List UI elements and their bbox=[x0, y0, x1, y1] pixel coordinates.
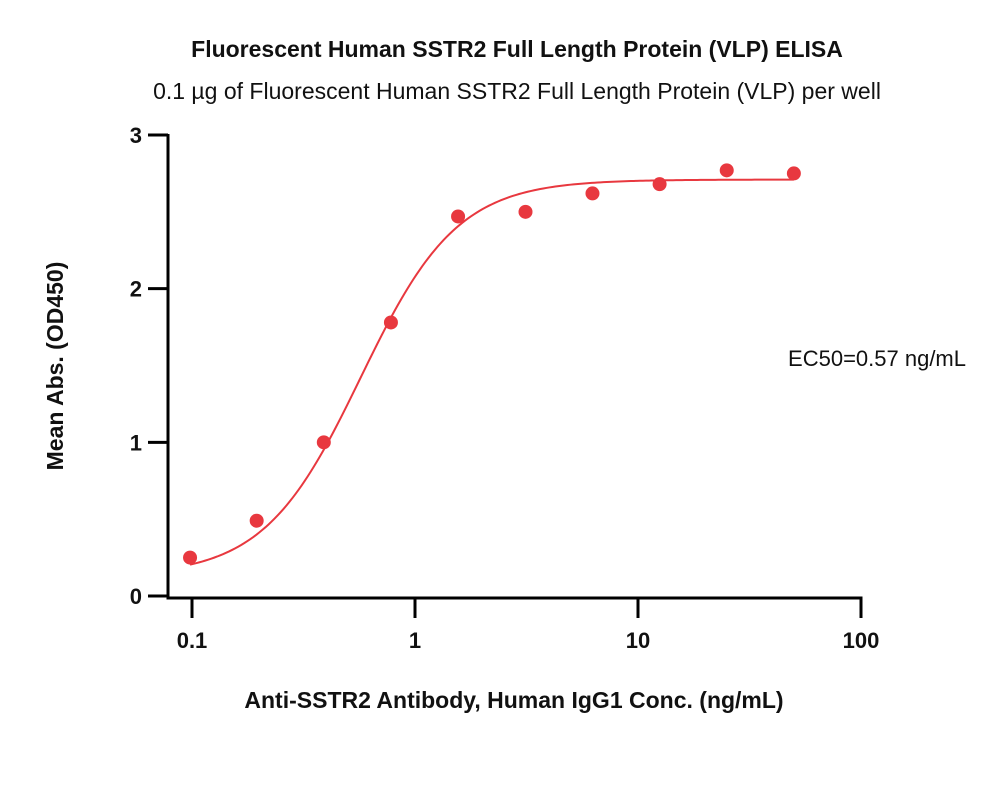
chart-subtitle: 0.1 µg of Fluorescent Human SSTR2 Full L… bbox=[153, 78, 881, 104]
data-point bbox=[316, 435, 331, 450]
ec50-annotation: EC50=0.57 ng/mL bbox=[788, 346, 966, 371]
data-point bbox=[652, 177, 667, 192]
data-point bbox=[585, 186, 600, 201]
data-point bbox=[183, 550, 198, 565]
y-tick-label: 1 bbox=[130, 430, 142, 455]
x-tick-label: 1 bbox=[409, 628, 421, 653]
fit-curve bbox=[189, 178, 794, 566]
chart-title: Fluorescent Human SSTR2 Full Length Prot… bbox=[191, 36, 843, 62]
y-axis-label: Mean Abs. (OD450) bbox=[42, 262, 68, 471]
data-point bbox=[719, 163, 734, 178]
x-axis-label: Anti-SSTR2 Antibody, Human IgG1 Conc. (n… bbox=[244, 687, 783, 713]
data-point bbox=[786, 166, 801, 181]
data-point bbox=[451, 209, 466, 224]
data-point bbox=[383, 315, 398, 330]
x-tick-label: 0.1 bbox=[177, 628, 208, 653]
data-point bbox=[518, 204, 533, 219]
data-points bbox=[183, 163, 801, 565]
data-point bbox=[249, 513, 264, 528]
fit-curve-group bbox=[189, 178, 794, 566]
y-tick-label: 0 bbox=[130, 584, 142, 609]
x-tick-label: 10 bbox=[626, 628, 650, 653]
y-tick-label: 3 bbox=[130, 123, 142, 148]
y-tick-label: 2 bbox=[130, 277, 142, 302]
x-tick-label: 100 bbox=[843, 628, 880, 653]
axes: 0 1 2 3 0.1 1 10 100 bbox=[130, 123, 880, 653]
